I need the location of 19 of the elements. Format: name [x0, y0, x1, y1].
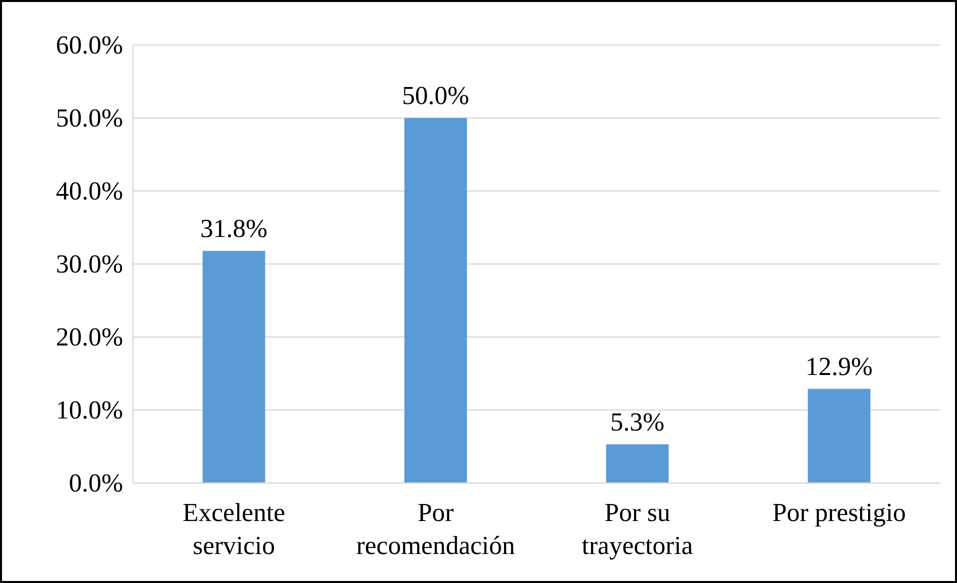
x-tick-label: Excelente servicio — [182, 498, 286, 560]
bar — [606, 444, 669, 483]
y-tick-label: 20.0% — [56, 322, 123, 352]
data-label: 12.9% — [806, 352, 873, 381]
data-label: 31.8% — [200, 214, 268, 243]
bar — [404, 118, 467, 483]
data-label: 50.0% — [402, 81, 470, 110]
bar — [202, 250, 266, 483]
y-tick-label: 10.0% — [56, 395, 123, 424]
x-tick-label: Por recomendación — [356, 498, 516, 560]
bar — [808, 388, 870, 483]
y-tick-label: 0.0% — [68, 468, 123, 498]
x-tick-label: Por su trayectoria — [582, 498, 694, 560]
y-tick-label: 30.0% — [56, 249, 123, 278]
x-tick-label: Por prestigio — [772, 498, 906, 527]
y-tick-label: 50.0% — [56, 103, 123, 132]
y-tick-label: 60.0% — [56, 30, 123, 60]
data-label: 5.3% — [610, 407, 664, 436]
y-tick-label: 40.0% — [56, 176, 123, 206]
